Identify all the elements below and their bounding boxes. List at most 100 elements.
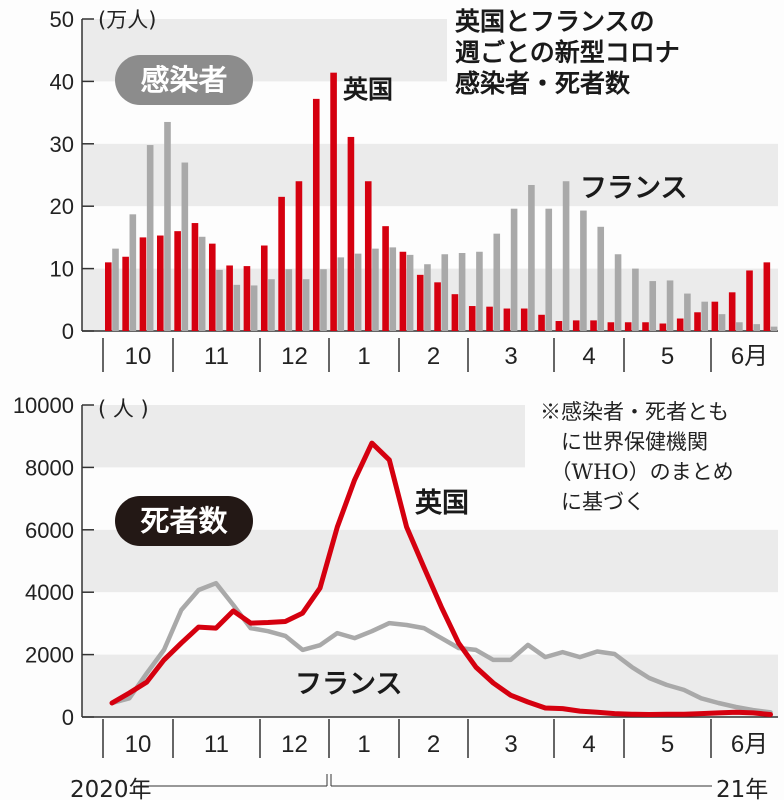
year-start-label: 2020年 xyxy=(70,777,152,800)
deaths-badge: 死者数 xyxy=(115,496,253,546)
france-infection-bar xyxy=(354,253,362,331)
france-infection-bar xyxy=(320,269,327,331)
france-infection-bar xyxy=(493,233,501,331)
bottom-month-label: 5 xyxy=(661,731,674,758)
top-uk-label: 英国 xyxy=(343,75,394,104)
top-month-label: 4 xyxy=(582,343,595,370)
infections-badge: 感染者 xyxy=(115,55,253,105)
uk-infection-bar xyxy=(122,256,129,331)
uk-infection-bar xyxy=(728,292,736,331)
uk-infection-bar xyxy=(590,320,597,331)
france-infection-bar xyxy=(216,269,223,331)
bottom-month-label: 2 xyxy=(427,731,440,758)
bottom-y-tick-label: 8000 xyxy=(25,455,74,480)
top-y-tick-label: 40 xyxy=(50,69,74,94)
title-line-1: 英国とフランスの xyxy=(455,7,655,36)
uk-infection-bar xyxy=(711,301,719,331)
uk-infection-bar xyxy=(208,243,216,331)
france-infection-bar xyxy=(112,248,119,331)
uk-infection-bar xyxy=(694,312,701,331)
uk-infection-bar xyxy=(139,237,147,331)
top-month-label: 5 xyxy=(661,343,674,370)
title-line-2: 週ごとの新型コロナ xyxy=(455,38,680,67)
france-infection-bar xyxy=(562,181,570,331)
uk-infection-bar xyxy=(538,314,545,331)
uk-infection-bar xyxy=(382,226,389,331)
title-line-3: 感染者・死者数 xyxy=(455,69,631,98)
france-infection-bar xyxy=(580,210,587,331)
bottom-month-label: 4 xyxy=(582,731,595,758)
top-month-label: 11 xyxy=(204,343,229,370)
uk-infection-bar xyxy=(434,282,441,331)
top-y-tick-label: 50 xyxy=(50,7,74,32)
france-infection-bar xyxy=(164,121,171,332)
uk-infection-bar xyxy=(676,318,684,331)
france-infection-bar xyxy=(372,248,379,331)
bottom-y-tick-label: 4000 xyxy=(25,580,74,605)
france-infection-bar xyxy=(528,184,535,331)
france-infection-bar xyxy=(389,247,397,331)
uk-infection-bar xyxy=(451,294,459,331)
top-y-tick-label: 0 xyxy=(62,319,74,344)
top-y-tick-label: 30 xyxy=(50,132,74,157)
source-note: ※感染者・死者とも に世界保健機関 （WHO）のまとめ に基づく xyxy=(540,400,734,514)
uk-infection-bar xyxy=(364,181,372,331)
france-infection-bar xyxy=(233,284,241,331)
france-infection-bar xyxy=(337,257,345,331)
bottom-y-tick-label: 10000 xyxy=(13,393,74,418)
uk-infection-bar xyxy=(399,251,407,331)
france-infection-bar xyxy=(458,253,466,331)
top-y-tick-label: 20 xyxy=(50,194,74,219)
bottom-uk-label: 英国 xyxy=(415,488,469,519)
france-infection-bar xyxy=(285,269,293,331)
uk-infection-bar xyxy=(486,306,493,331)
uk-infection-bar xyxy=(503,308,511,331)
bottom-month-label: 1 xyxy=(357,731,370,758)
uk-infection-bar xyxy=(226,265,233,331)
bottom-y-tick-label: 2000 xyxy=(25,643,74,668)
france-infection-bar xyxy=(181,162,189,331)
top-month-label: 3 xyxy=(504,343,517,370)
uk-infection-bar xyxy=(156,235,164,331)
bottom-month-label: 6月 xyxy=(731,731,768,758)
france-infection-bar xyxy=(666,280,674,331)
top-month-label: 10 xyxy=(125,343,152,370)
uk-infection-bar xyxy=(607,322,615,331)
bottom-month-label: 10 xyxy=(125,731,152,758)
france-infection-bar xyxy=(770,326,778,331)
uk-infection-bar xyxy=(659,323,667,331)
france-infection-bar xyxy=(701,301,709,331)
france-infection-bar xyxy=(614,254,622,331)
uk-infection-bar xyxy=(278,196,285,331)
france-infection-bar xyxy=(198,236,206,331)
uk-infection-bar xyxy=(642,322,649,331)
top-grid-band xyxy=(82,143,778,207)
france-infection-bar xyxy=(302,279,310,331)
bottom-grid-band xyxy=(82,405,525,468)
uk-infection-bar xyxy=(330,72,337,331)
france-infection-bar xyxy=(268,279,275,331)
uk-infection-bar xyxy=(347,136,355,331)
uk-infection-bar xyxy=(416,274,424,331)
france-infection-bar xyxy=(736,322,743,331)
uk-infection-bar xyxy=(468,306,476,331)
france-infection-bar xyxy=(406,254,414,331)
uk-infection-bar xyxy=(295,181,303,331)
france-infection-bar xyxy=(684,293,691,331)
bottom-month-label: 3 xyxy=(504,731,517,758)
top-month-label: 2 xyxy=(427,343,440,370)
france-infection-bar xyxy=(753,324,761,331)
france-infection-bar xyxy=(146,145,154,331)
france-infection-bar xyxy=(129,214,137,331)
france-infection-bar xyxy=(649,281,657,331)
uk-infection-bar xyxy=(555,321,563,331)
uk-infection-bar xyxy=(174,231,181,331)
uk-infection-bar xyxy=(105,262,112,331)
france-infection-bar xyxy=(424,264,431,331)
uk-infection-bar xyxy=(763,262,771,331)
uk-infection-bar xyxy=(312,98,320,331)
uk-infection-bar xyxy=(260,245,268,331)
france-infection-bar xyxy=(545,208,553,331)
france-infection-bar xyxy=(597,226,605,331)
top-month-label: 12 xyxy=(281,343,308,370)
